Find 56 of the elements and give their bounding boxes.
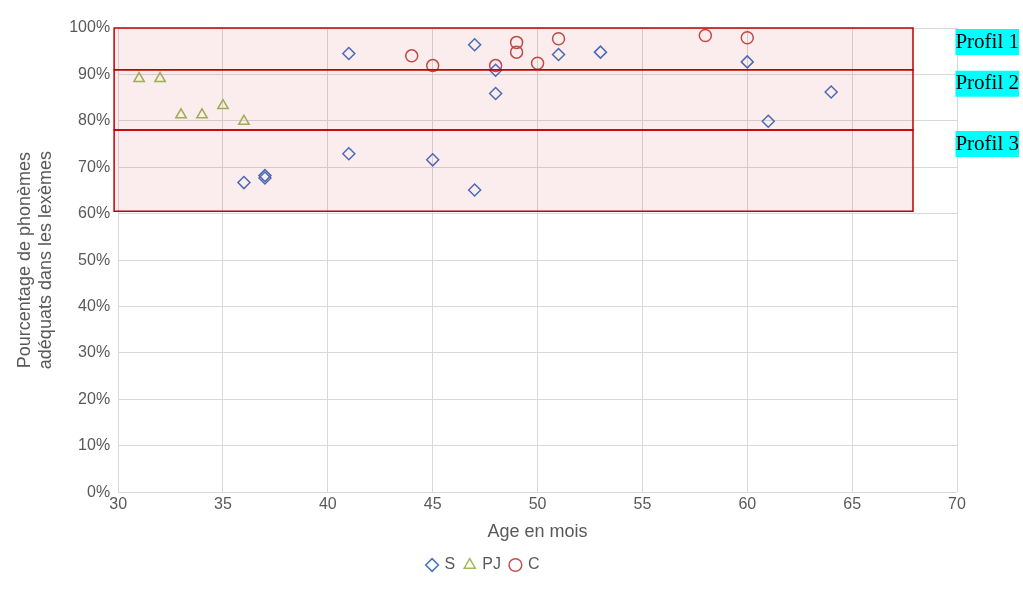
point xyxy=(217,98,229,110)
legend-label: PJ xyxy=(482,555,501,573)
point xyxy=(238,114,250,126)
band-label: Profil 2 xyxy=(955,70,1020,95)
point xyxy=(593,45,608,59)
point xyxy=(488,58,503,73)
point xyxy=(824,85,838,99)
x-tick-label: 45 xyxy=(423,495,442,513)
y-axis-title: Pourcentage de phonèmes adéquats dans les lexèmes xyxy=(13,151,56,370)
point xyxy=(509,35,524,50)
x-tick-label: 40 xyxy=(318,495,337,513)
x-tick-label: 55 xyxy=(633,495,652,513)
x-tick-label: 65 xyxy=(843,495,862,513)
y-tick-label: 80% xyxy=(78,111,111,129)
point xyxy=(342,46,356,61)
point xyxy=(509,45,524,59)
point xyxy=(761,114,775,129)
y-tick-label: 50% xyxy=(78,250,111,268)
band-label: Profil 1 xyxy=(955,28,1020,53)
point xyxy=(551,31,566,46)
point xyxy=(530,56,545,71)
point xyxy=(467,183,482,197)
point xyxy=(425,58,440,73)
point xyxy=(488,63,503,77)
y-tick-label: 10% xyxy=(78,436,111,454)
legend-label: S xyxy=(444,555,456,573)
y-tick-label: 40% xyxy=(78,296,111,314)
point xyxy=(154,71,167,83)
point xyxy=(551,47,566,62)
point xyxy=(175,108,187,119)
y-tick-label: 100% xyxy=(69,18,111,36)
x-tick-label: 35 xyxy=(214,495,232,513)
x-tick-label: 30 xyxy=(109,495,128,513)
point xyxy=(133,71,146,83)
point xyxy=(237,175,251,190)
point xyxy=(342,147,356,161)
point xyxy=(740,55,755,69)
x-axis-title: Age en mois xyxy=(487,521,588,542)
point xyxy=(698,28,713,43)
y-tick-label: 60% xyxy=(78,204,111,222)
y-tick-label: 90% xyxy=(78,64,111,82)
y-tick-label: 30% xyxy=(78,343,111,361)
point xyxy=(425,153,440,167)
band-label: Profil 3 xyxy=(955,130,1020,155)
y-tick-label: 0% xyxy=(87,482,111,500)
point xyxy=(196,108,208,119)
y-tick-label: 70% xyxy=(78,157,111,175)
x-tick-label: 50 xyxy=(528,495,547,513)
point xyxy=(404,49,419,63)
y-tick-label: 20% xyxy=(78,389,111,407)
x-tick-label: 60 xyxy=(738,495,757,513)
legend-label: C xyxy=(527,555,540,573)
x-tick-label: 70 xyxy=(948,495,966,513)
point xyxy=(488,86,503,101)
point xyxy=(740,31,755,45)
point xyxy=(467,37,482,52)
